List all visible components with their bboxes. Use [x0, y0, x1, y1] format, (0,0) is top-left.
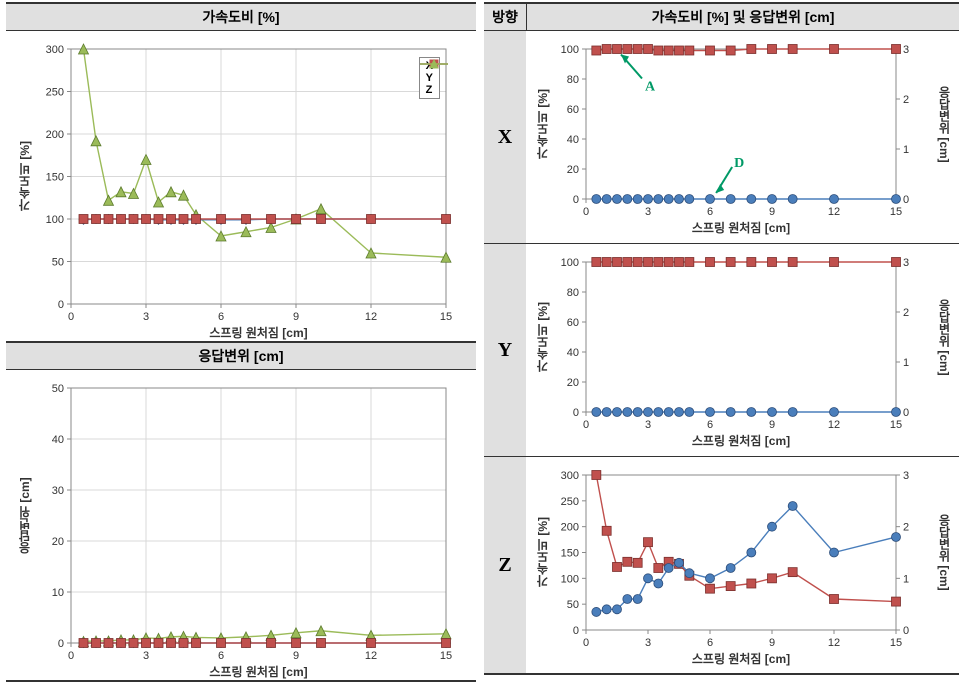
header-acc-disp: 가속도비 [%] 및 응답변위 [cm] [527, 4, 959, 30]
svg-text:6: 6 [707, 637, 713, 649]
svg-text:20: 20 [567, 377, 579, 389]
svg-text:100: 100 [561, 573, 579, 585]
header-direction: 방향 [484, 4, 527, 30]
svg-text:250: 250 [561, 496, 579, 508]
svg-text:15: 15 [440, 650, 452, 662]
svg-text:1: 1 [903, 573, 909, 585]
svg-text:3: 3 [645, 419, 651, 431]
svg-text:0: 0 [58, 299, 64, 311]
svg-text:0: 0 [573, 194, 579, 206]
svg-text:15: 15 [890, 419, 902, 431]
chart-x: 036912150204060801000123AD스프링 원처짐 [cm]가속… [526, 31, 959, 243]
svg-text:40: 40 [567, 134, 579, 146]
svg-text:60: 60 [567, 317, 579, 329]
svg-text:0: 0 [903, 407, 909, 419]
svg-text:6: 6 [707, 206, 713, 218]
svg-text:3: 3 [903, 257, 909, 269]
svg-text:0: 0 [573, 407, 579, 419]
svg-text:0: 0 [583, 419, 589, 431]
svg-text:3: 3 [143, 650, 149, 662]
svg-text:0: 0 [58, 638, 64, 650]
svg-text:40: 40 [52, 434, 64, 446]
svg-text:9: 9 [769, 206, 775, 218]
svg-text:2: 2 [903, 94, 909, 106]
dir-label-y: Y [484, 244, 527, 456]
svg-text:20: 20 [52, 536, 64, 548]
svg-text:3: 3 [143, 311, 149, 323]
svg-text:0: 0 [583, 637, 589, 649]
svg-text:0: 0 [68, 650, 74, 662]
svg-text:15: 15 [890, 206, 902, 218]
bottom-rule-left [6, 680, 476, 682]
svg-text:3: 3 [903, 470, 909, 482]
svg-text:30: 30 [52, 485, 64, 497]
dir-label-z: Z [484, 457, 527, 673]
legend: XYZ [419, 57, 440, 99]
row-z: Z 036912150501001502002503000123스프링 원처짐 … [484, 457, 959, 675]
svg-text:0: 0 [573, 625, 579, 637]
svg-text:A: A [645, 80, 656, 95]
svg-text:200: 200 [561, 522, 579, 534]
right-column: 방향 가속도비 [%] 및 응답변위 [cm] X 03691215020406… [484, 2, 959, 675]
svg-text:12: 12 [828, 419, 840, 431]
svg-text:15: 15 [440, 311, 452, 323]
svg-text:3: 3 [903, 44, 909, 56]
svg-text:12: 12 [365, 650, 377, 662]
svg-text:100: 100 [561, 44, 579, 56]
chart-y: 036912150204060801000123스프링 원처짐 [cm]가속도비… [526, 244, 959, 456]
svg-text:9: 9 [769, 419, 775, 431]
svg-text:0: 0 [903, 625, 909, 637]
header-disp: 응답변위 [cm] [6, 341, 476, 370]
svg-text:200: 200 [46, 129, 64, 141]
svg-text:150: 150 [46, 172, 64, 184]
left-column: 가속도비 [%] 03691215050100150200250300스프링 원… [6, 2, 476, 682]
svg-text:0: 0 [583, 206, 589, 218]
svg-text:6: 6 [707, 419, 713, 431]
chart-displacement: 0369121501020304050스프링 원처짐 [cm]응답변위 [cm] [6, 370, 476, 680]
svg-text:50: 50 [52, 383, 64, 395]
svg-text:80: 80 [567, 74, 579, 86]
svg-text:100: 100 [46, 214, 64, 226]
svg-text:3: 3 [645, 206, 651, 218]
svg-text:50: 50 [52, 257, 64, 269]
svg-text:9: 9 [293, 650, 299, 662]
svg-text:3: 3 [645, 637, 651, 649]
svg-text:40: 40 [567, 347, 579, 359]
header-acc: 가속도비 [%] [6, 2, 476, 31]
chart-acceleration: 03691215050100150200250300스프링 원처짐 [cm]가속… [6, 31, 476, 341]
row-x: X 036912150204060801000123AD스프링 원처짐 [cm]… [484, 31, 959, 244]
svg-text:12: 12 [365, 311, 377, 323]
svg-text:250: 250 [46, 87, 64, 99]
svg-text:12: 12 [828, 206, 840, 218]
dir-label-x: X [484, 31, 527, 243]
svg-text:60: 60 [567, 104, 579, 116]
header-right: 방향 가속도비 [%] 및 응답변위 [cm] [484, 2, 959, 31]
svg-text:300: 300 [561, 470, 579, 482]
svg-text:0: 0 [68, 311, 74, 323]
svg-text:50: 50 [567, 599, 579, 611]
svg-text:100: 100 [561, 257, 579, 269]
svg-text:12: 12 [828, 637, 840, 649]
svg-text:6: 6 [218, 650, 224, 662]
row-y: Y 036912150204060801000123스프링 원처짐 [cm]가속… [484, 244, 959, 457]
svg-text:D: D [734, 156, 744, 171]
svg-text:2: 2 [903, 522, 909, 534]
svg-text:1: 1 [903, 357, 909, 369]
svg-text:10: 10 [52, 587, 64, 599]
svg-text:0: 0 [903, 194, 909, 206]
svg-text:80: 80 [567, 287, 579, 299]
svg-text:1: 1 [903, 144, 909, 156]
page: 가속도비 [%] 03691215050100150200250300스프링 원… [0, 0, 965, 683]
svg-text:2: 2 [903, 307, 909, 319]
svg-text:15: 15 [890, 637, 902, 649]
svg-text:6: 6 [218, 311, 224, 323]
svg-text:20: 20 [567, 164, 579, 176]
svg-text:300: 300 [46, 44, 64, 56]
svg-text:150: 150 [561, 548, 579, 560]
svg-text:9: 9 [769, 637, 775, 649]
chart-z: 036912150501001502002503000123스프링 원처짐 [c… [526, 457, 959, 673]
svg-text:9: 9 [293, 311, 299, 323]
